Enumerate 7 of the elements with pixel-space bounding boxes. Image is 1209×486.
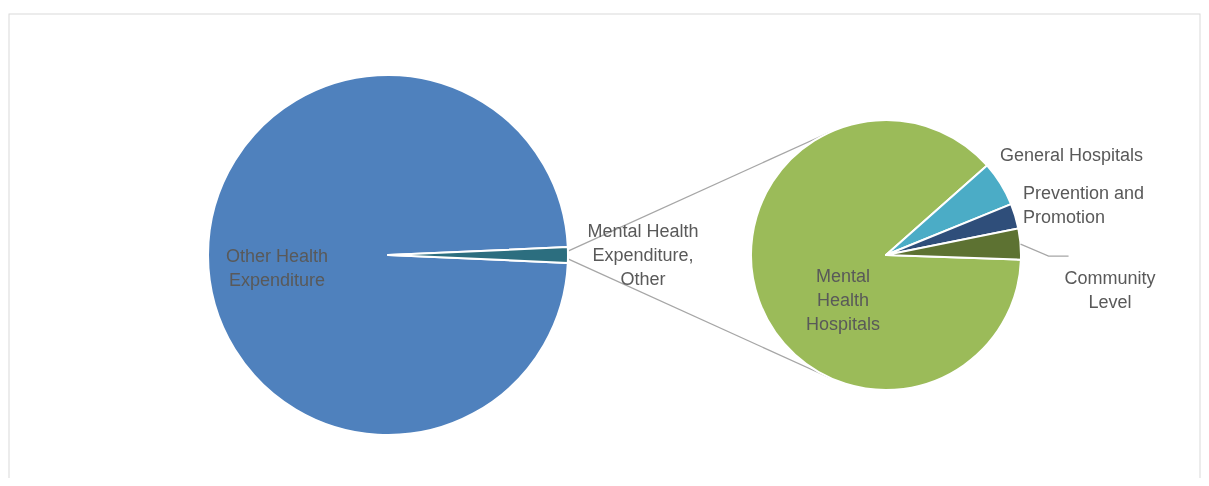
slice-label: Community Level: [1064, 268, 1156, 312]
slice-label: Prevention and Promotion: [1023, 183, 1145, 227]
slice-label: Mental Health Hospitals: [805, 266, 881, 334]
pie-slice: [207, 74, 569, 436]
slice-label: Mental Health Expenditure, Other: [587, 221, 699, 289]
slice-label: Other Health Expenditure: [225, 246, 329, 290]
slice-label: General Hospitals: [1000, 145, 1144, 165]
